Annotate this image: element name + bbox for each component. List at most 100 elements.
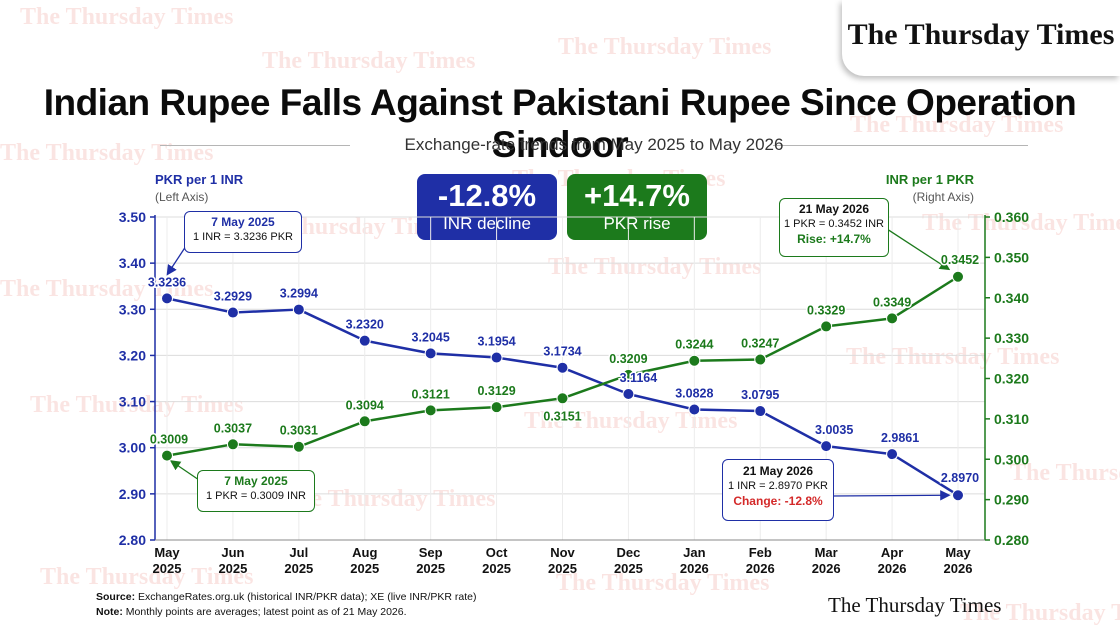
left-tick-label: 2.80 [119,532,146,548]
right-tick-label: 0.290 [994,492,1029,508]
pkr-data-label: 0.3009 [150,433,188,447]
right-axis-subtitle: (Right Axis) [912,190,974,204]
inr-data-label: 3.0828 [675,387,713,401]
footnote: Note: Monthly points are averages; lates… [96,606,407,618]
pkr-data-label: 0.3151 [543,409,581,423]
pkr-data-label: 0.3244 [675,338,713,352]
left-tick-label: 3.00 [119,440,146,456]
pkr-start-callout: 7 May 2025 1 PKR = 0.3009 INR [197,470,315,512]
brand-logo: The Thursday Times [847,18,1115,51]
inr-data-label: 3.0035 [815,423,853,437]
labels-layer: 2.80 2.90 3.00 3.10 3.20 3.30 3.40 3.50 0.280 0.2… [119,209,1029,576]
inr-end-callout-change: Change: -12.8% [733,494,823,508]
x-tick-label: Oct 2025 [482,545,511,576]
inr-data-point [161,292,173,305]
left-tick-label: 2.90 [119,486,146,502]
inr-data-label: 3.1954 [477,335,515,349]
callout-arrows [166,228,951,501]
inr-end-callout-value: 1 INR = 2.8970 PKR [728,480,828,492]
pkr-data-label: 0.3094 [346,398,384,412]
pkr-data-label: 0.3121 [412,387,450,401]
x-tick-label: Mar 2026 [812,545,841,576]
subtitle-row: Exchange-rate trends from May 2025 to Ma… [160,132,1028,160]
pkr-data-point [358,415,371,428]
inr-data-label: 3.2994 [280,287,318,301]
pkr-start-callout-value: 1 PKR = 0.3009 INR [206,490,306,502]
pkr-rise-value: +14.7% [583,178,690,213]
inr-data-point [688,403,701,416]
pkr-data-point [292,440,305,453]
pkr-end-arrow [886,228,951,271]
chart-subtitle: Exchange-rate trends from May 2025 to Ma… [404,135,784,154]
subtitle-rule-right [773,145,1028,146]
inr-end-callout-date: 21 May 2026 [742,464,814,478]
inr-data-point [358,334,371,347]
inr-decline-value: -12.8% [437,178,537,213]
left-tick-label: 3.50 [119,209,146,225]
inr-data-point [820,440,833,453]
pkr-data-point [820,320,833,333]
left-axis-subtitle: (Left Axis) [155,190,209,204]
left-tick-label: 3.40 [119,255,146,271]
pkr-data-point [886,312,899,325]
pkr-data-point [556,392,569,405]
pkr-rise-badge: +14.7% PKR rise [567,174,707,240]
pkr-end-callout-change: Rise: +14.7% [797,232,871,246]
inr-data-point [886,448,899,461]
pkr-data-point [952,270,964,283]
subtitle-rule-left [160,145,350,146]
x-tick-label: Feb 2026 [746,545,775,576]
right-tick-label: 0.280 [994,532,1029,548]
pkr-data-point [490,401,503,414]
right-tick-label: 0.330 [994,330,1029,346]
pkr-end-callout-date: 21 May 2026 [798,202,870,216]
note-label: Note: [96,606,123,618]
pkr-data-point [161,449,173,462]
inr-data-label: 3.1164 [620,371,658,385]
inr-data-point [490,351,503,364]
inr-data-label: 3.2320 [346,318,384,332]
pkr-data-label: 0.3349 [873,295,911,309]
pkr-data-label: 0.3452 [941,253,979,267]
inr-decline-label: INR decline [443,214,531,233]
pkr-data-point [226,438,239,451]
inr-decline-badge: -12.8% INR decline [417,174,557,240]
left-tick-label: 3.10 [119,394,146,410]
pkr-data-label: 0.3247 [741,337,779,351]
inr-data-label: 2.9861 [881,431,919,445]
left-tick-label: 3.30 [119,301,146,317]
right-tick-label: 0.350 [994,249,1029,265]
x-tick-label: Jan 2026 [680,545,709,576]
inr-data-point [226,306,239,319]
pkr-data-label: 0.3031 [280,424,318,438]
inr-data-label: 3.1734 [543,345,581,359]
inr-data-label: 2.8970 [941,471,979,485]
inr-data-label: 3.3236 [148,275,186,289]
x-tick-label: Sep 2025 [416,545,445,576]
x-tick-label: Jun 2025 [218,545,247,576]
inr-data-point [952,489,964,502]
pkr-start-callout-date: 7 May 2025 [224,474,288,488]
right-axis-title: INR per 1 PKR [885,172,974,187]
pkr-data-label: 0.3329 [807,303,845,317]
inr-data-label: 3.2929 [214,290,252,304]
note-text: Monthly points are averages; latest poin… [125,606,407,618]
right-tick-label: 0.360 [994,209,1029,225]
inr-start-callout-date: 7 May 2025 [211,215,275,229]
pkr-rise-label: PKR rise [603,214,671,233]
x-tick-label: May 2025 [153,545,182,576]
inr-data-point [754,405,767,418]
right-tick-label: 0.340 [994,290,1029,306]
pkr-data-point [688,354,701,367]
right-tick-label: 0.310 [994,411,1029,427]
source-text: ExchangeRates.org.uk (historical INR/PKR… [138,591,477,603]
inr-data-point [424,347,437,360]
inr-data-point [556,361,569,374]
chart-title: Indian Rupee Falls Against Pakistani Rup… [43,82,1077,165]
inr-end-callout: 21 May 2026 1 INR = 2.8970 PKR Change: -… [722,459,834,521]
pkr-data-label: 0.3129 [477,384,515,398]
x-tick-label: May 2026 [944,545,973,576]
series-layer [161,270,964,502]
source-note: Source: ExchangeRates.org.uk (historical… [96,591,476,603]
footer-brand: The Thursday Times [828,593,1002,617]
